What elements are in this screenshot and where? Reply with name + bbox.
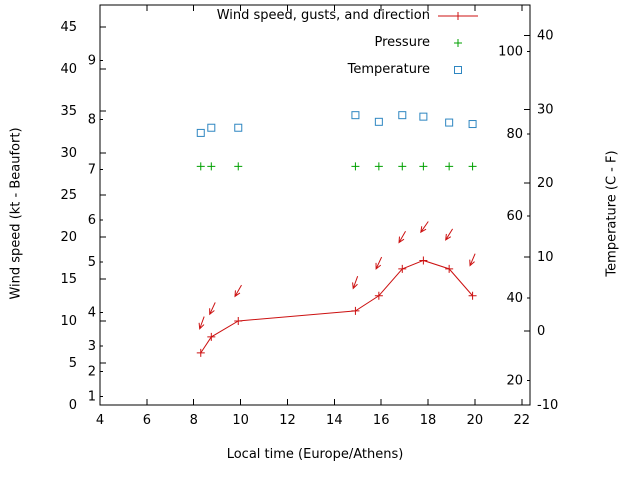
wind-speed-point (207, 332, 216, 341)
x-tick-label: 6 (143, 413, 151, 428)
beaufort-tick-label: 5 (88, 255, 96, 270)
gust-arrow (469, 253, 476, 267)
beaufort-tick-label: 6 (88, 213, 96, 228)
plot-border (99, 4, 531, 406)
temperature-point (351, 111, 360, 120)
temperature-point (398, 111, 407, 120)
pressure-point (374, 162, 383, 171)
gust-arrow (352, 276, 359, 290)
gust-arrow (420, 221, 429, 234)
temperature-point (374, 117, 383, 126)
temperature-point (445, 118, 454, 127)
wind-speed-point (234, 316, 243, 325)
fahrenheit-tick-label: 60 (506, 209, 523, 224)
wind-speed-point (351, 306, 360, 315)
temperature-point (234, 123, 243, 132)
celsius-tick-label: 10 (537, 250, 554, 265)
pressure-point (234, 162, 243, 171)
x-tick-label: 8 (190, 413, 198, 428)
temperature-point (419, 112, 428, 121)
x-tick-label: 22 (514, 413, 531, 428)
gust-arrow (375, 256, 383, 270)
kt-tick-label: 35 (60, 104, 77, 119)
x-tick-label: 10 (232, 413, 249, 428)
kt-tick-label: 25 (60, 188, 77, 203)
pressure-point (419, 162, 428, 171)
wind-speed-point (196, 348, 205, 357)
x-tick-label: 4 (96, 413, 104, 428)
x-tick-label: 16 (373, 413, 390, 428)
wind-speed-point (419, 256, 428, 265)
celsius-tick-label: 0 (537, 324, 545, 339)
x-tick-label: 14 (326, 413, 343, 428)
legend-marker-wind-point (454, 12, 462, 20)
kt-tick-label: 5 (69, 356, 77, 371)
fahrenheit-tick-label: 20 (506, 373, 523, 388)
x-tick-label: 20 (467, 413, 484, 428)
temperature-point (207, 123, 216, 132)
x-tick-label: 18 (420, 413, 437, 428)
kt-tick-label: 0 (69, 398, 77, 413)
fahrenheit-tick-label: 40 (506, 291, 523, 306)
legend-entry-pressure: Pressure (374, 35, 430, 50)
gust-arrow (445, 228, 454, 241)
wind-speed-line (200, 259, 473, 354)
right-axis-title: Temperature (C - F) (604, 150, 620, 277)
kt-tick-label: 30 (60, 146, 77, 161)
pressure-point (468, 162, 477, 171)
beaufort-tick-label: 4 (88, 306, 96, 321)
x-axis-title: Local time (Europe/Athens) (226, 447, 404, 462)
legend-marker-temperature (454, 66, 462, 74)
beaufort-tick-label: 3 (88, 339, 96, 354)
gust-arrow (398, 231, 406, 244)
gust-arrow (209, 302, 216, 316)
beaufort-tick-label: 9 (88, 53, 96, 68)
kt-tick-label: 10 (60, 314, 77, 329)
kt-tick-label: 15 (60, 272, 77, 287)
pressure-point (398, 162, 407, 171)
pressure-point (351, 162, 360, 171)
beaufort-tick-label: 7 (88, 163, 96, 178)
kt-tick-label: 20 (60, 230, 77, 245)
celsius-tick-label: 40 (537, 28, 554, 43)
celsius-tick-label: 30 (537, 102, 554, 117)
wind-speed-point (468, 291, 477, 300)
temperature-point (468, 120, 477, 129)
celsius-tick-label: -10 (537, 398, 558, 413)
gust-arrow (198, 316, 205, 330)
legend-marker-pressure (454, 39, 462, 47)
wind-speed-point (398, 264, 407, 273)
gust-arrow (234, 284, 242, 298)
wind-speed-point (374, 291, 383, 300)
wind-speed-point (445, 264, 454, 273)
beaufort-tick-label: 1 (88, 390, 96, 405)
kt-tick-label: 40 (60, 62, 77, 77)
legend-entry-temperature: Temperature (347, 62, 430, 77)
fahrenheit-tick-label: 80 (506, 127, 523, 142)
x-tick-label: 12 (279, 413, 296, 428)
beaufort-tick-label: 8 (88, 112, 96, 127)
legend-entry-wind: Wind speed, gusts, and direction (216, 8, 430, 23)
celsius-tick-label: 20 (537, 176, 554, 191)
pressure-point (196, 162, 205, 171)
temperature-point (196, 128, 205, 137)
pressure-point (445, 162, 454, 171)
fahrenheit-tick-label: 100 (498, 45, 523, 60)
pressure-point (207, 162, 216, 171)
beaufort-tick-label: 2 (88, 364, 96, 379)
kt-tick-label: 45 (60, 20, 77, 35)
